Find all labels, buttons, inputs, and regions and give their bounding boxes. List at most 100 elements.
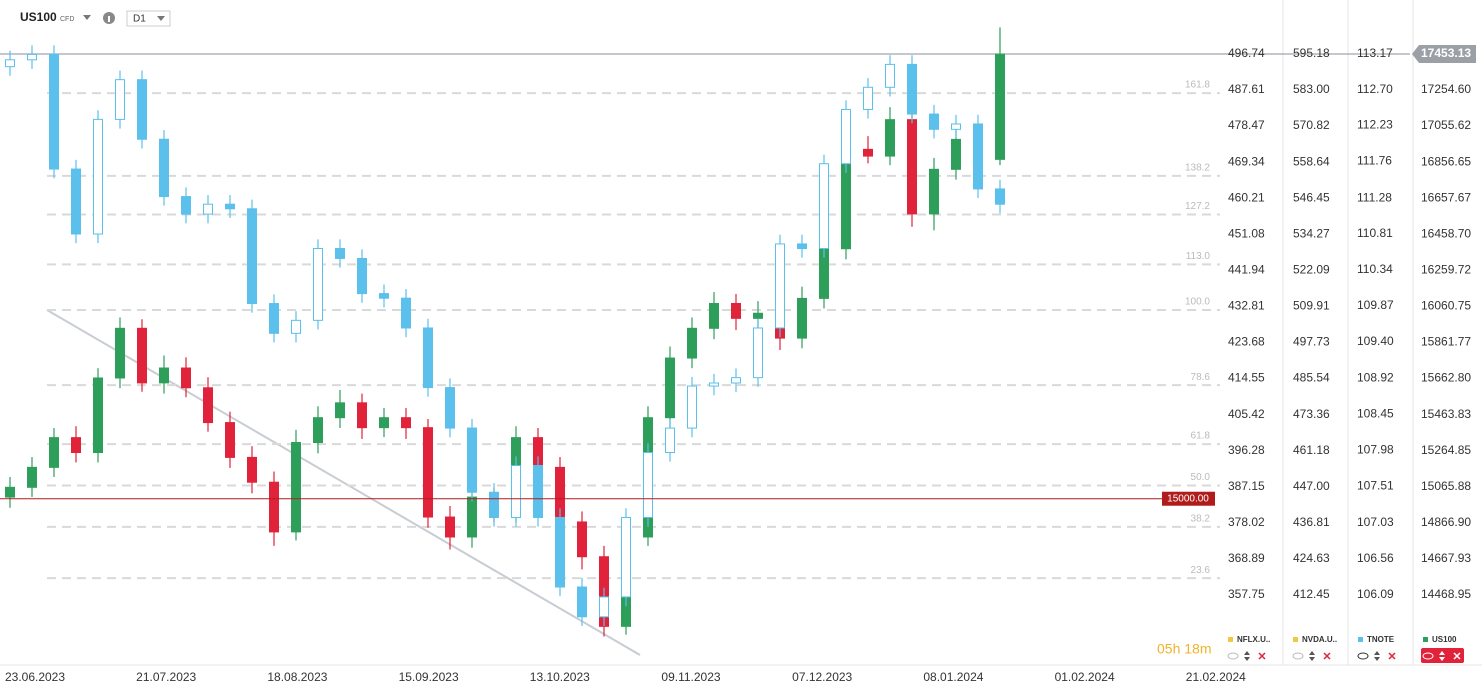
candle-body (995, 188, 1005, 205)
horizontal-level-badge (1162, 491, 1215, 506)
candle-body (489, 491, 499, 518)
candle-body (841, 108, 851, 165)
scale-label: 558.64 (1293, 154, 1330, 168)
y-tick-label: 14468.95 (1421, 587, 1471, 601)
fib-level-label: 50.0 (1191, 472, 1211, 483)
scale-label: 423.68 (1228, 335, 1265, 349)
visibility-toggle[interactable] (1357, 652, 1369, 660)
scale-label: 485.54 (1293, 371, 1330, 385)
candle-body (467, 427, 477, 493)
legend-swatch (1293, 637, 1298, 642)
scale-label: 436.81 (1293, 515, 1330, 529)
y-tick-label: 15463.83 (1421, 407, 1471, 421)
candle-body (335, 248, 345, 259)
scale-label: 534.27 (1293, 226, 1330, 240)
visibility-toggle[interactable] (1292, 652, 1304, 660)
candle-timer: 05h 18m (1157, 641, 1211, 657)
candle-body (269, 481, 279, 533)
y-tick-label: 15861.77 (1421, 335, 1471, 349)
candle-body (863, 148, 873, 157)
fib-level-label: 61.8 (1191, 431, 1211, 442)
candle-body (27, 53, 37, 61)
candle-body (335, 402, 345, 419)
order-toggle[interactable] (1244, 651, 1250, 661)
candle-body (203, 387, 213, 424)
candle-body (885, 63, 895, 88)
remove-series[interactable] (1388, 652, 1396, 660)
candle-body (753, 327, 763, 379)
candle-body (665, 427, 675, 454)
remove-series[interactable] (1323, 652, 1331, 660)
candle-body (225, 203, 235, 210)
candle-body (357, 257, 367, 295)
candle-body (379, 417, 389, 429)
scale-label: 378.02 (1228, 515, 1265, 529)
symbol-dropdown[interactable] (83, 15, 91, 20)
timeframe-box[interactable] (126, 10, 171, 27)
y-tick-label: 14866.90 (1421, 515, 1471, 529)
candle-body (995, 53, 1005, 160)
y-tick-label: 16060.75 (1421, 299, 1471, 313)
candle-body (115, 327, 125, 379)
timeframe-dropdown[interactable] (157, 16, 165, 21)
y2-tick-label: 107.03 (1357, 515, 1394, 529)
symbol[interactable]: US100 (20, 10, 57, 24)
visibility-toggle[interactable] (1227, 652, 1239, 660)
remove-series[interactable] (1453, 652, 1461, 660)
scale-label: 583.00 (1293, 82, 1330, 96)
candle-body (159, 138, 169, 198)
candle-body (951, 123, 961, 130)
y-tick-label: 15662.80 (1421, 371, 1471, 385)
scale-label: 496.74 (1228, 46, 1265, 60)
fib-level-label: 78.6 (1191, 372, 1211, 383)
scale-label: 451.08 (1228, 226, 1265, 240)
order-toggle[interactable] (1439, 651, 1445, 661)
candle-body (313, 248, 323, 321)
scale-label: 368.89 (1228, 551, 1265, 565)
candle-body (709, 382, 719, 387)
scale-label: 460.21 (1228, 190, 1265, 204)
order-toggle[interactable] (1374, 651, 1380, 661)
order-toggle[interactable] (1309, 651, 1315, 661)
legend-swatch (1358, 637, 1363, 642)
scale-label: 447.00 (1293, 479, 1330, 493)
candle-body (467, 496, 477, 538)
legend-swatch (1228, 637, 1233, 642)
legend-active-bg (1421, 648, 1464, 663)
candle-body (423, 327, 433, 389)
candle-body (577, 521, 587, 558)
candle-body (731, 377, 741, 384)
y-tick-label: 15264.85 (1421, 443, 1471, 457)
legend-label: NFLX.U.. (1237, 635, 1270, 644)
scale-label: 424.63 (1293, 551, 1330, 565)
candle-body (687, 327, 697, 359)
candle-body (93, 118, 103, 235)
visibility-toggle[interactable] (1422, 652, 1434, 660)
x-tick-label: 15.09.2023 (399, 670, 459, 684)
x-tick-label: 01.02.2024 (1055, 670, 1115, 684)
candle-body (511, 465, 521, 518)
fib-level-label: 113.0 (1186, 251, 1211, 262)
candle-body (357, 402, 367, 429)
y2-tick-label: 109.87 (1357, 298, 1394, 312)
y2-tick-label: 106.09 (1357, 587, 1394, 601)
candle-body (907, 119, 917, 215)
candle-body (181, 196, 191, 215)
x-tick-label: 23.06.2023 (5, 670, 65, 684)
candle-body (49, 437, 59, 468)
fib-level-label: 161.8 (1185, 80, 1210, 91)
candle-body (687, 385, 697, 429)
candle-body (445, 387, 455, 429)
fib-level-label: 38.2 (1191, 514, 1211, 525)
candle-body (753, 312, 763, 319)
remove-series[interactable] (1258, 652, 1266, 660)
scale-label: 487.61 (1228, 82, 1265, 96)
scale-label: 396.28 (1228, 443, 1265, 457)
legend-label: US100 (1432, 635, 1457, 644)
candle-body (731, 302, 741, 319)
x-tick-label: 13.10.2023 (530, 670, 590, 684)
scale-label: 497.73 (1293, 335, 1330, 349)
y2-tick-label: 111.76 (1357, 154, 1392, 168)
candle-body (819, 163, 829, 250)
